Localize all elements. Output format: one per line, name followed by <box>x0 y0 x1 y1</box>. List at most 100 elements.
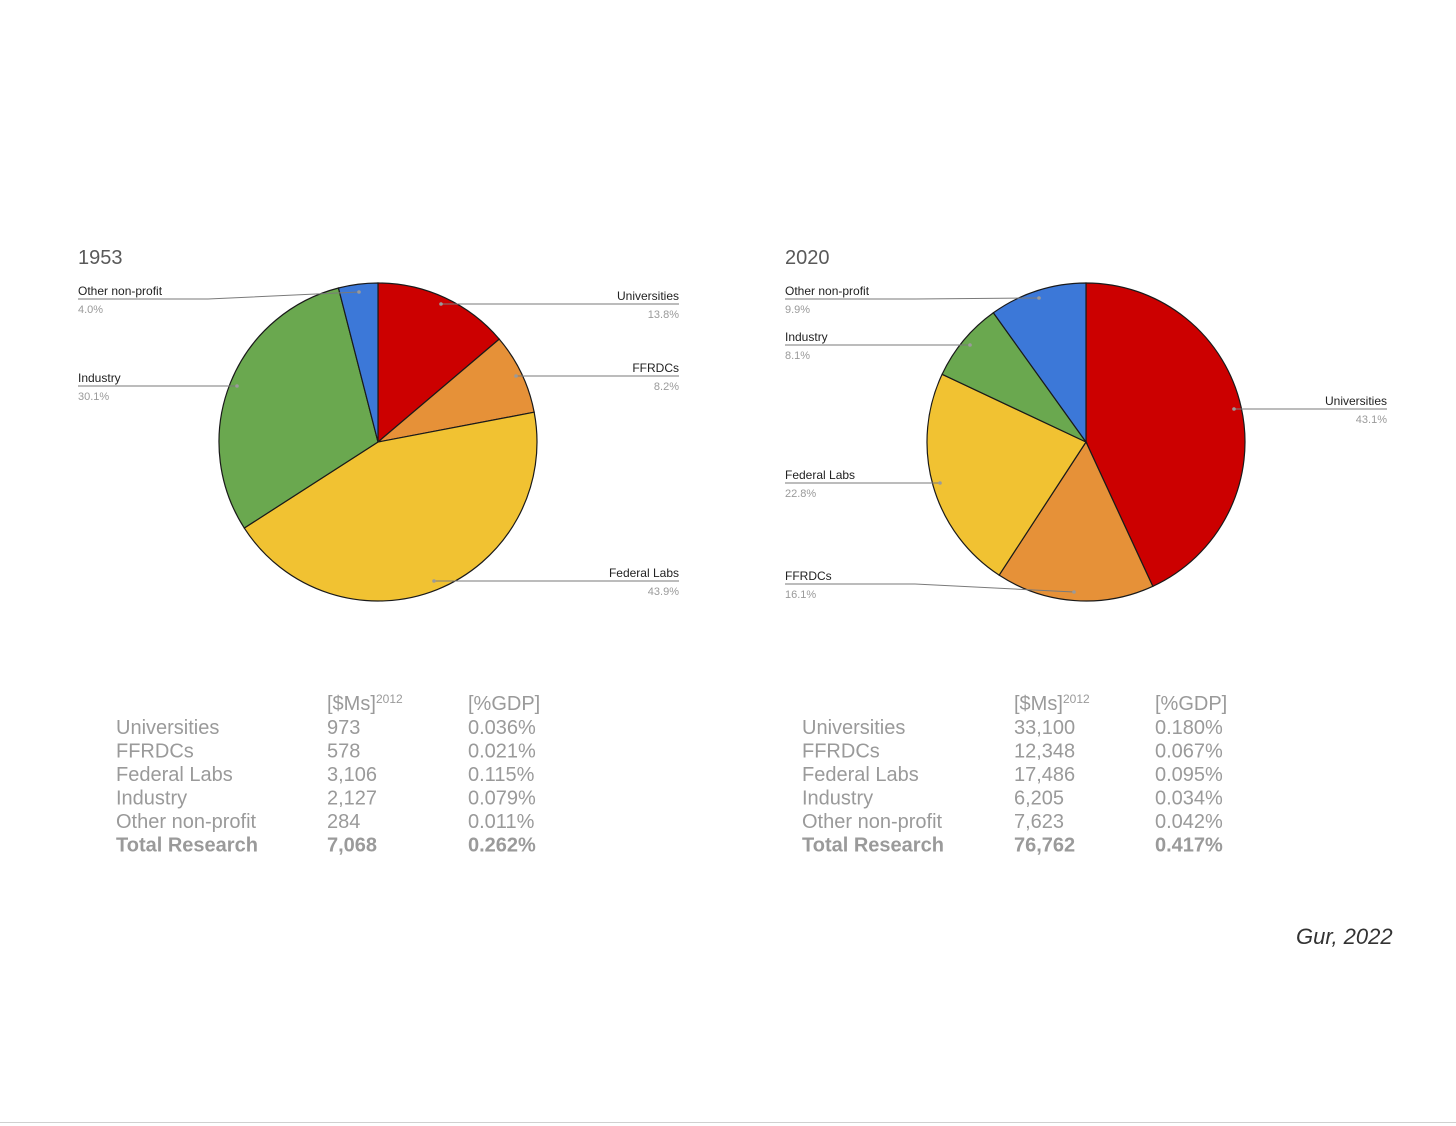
pie-slice-industry <box>218 287 379 529</box>
leader-dot-federal-labs <box>432 579 436 583</box>
row-usd: 3,106 <box>327 764 377 786</box>
row-gdp: 0.036% <box>468 717 536 739</box>
row-name: Other non-profit <box>802 811 943 833</box>
slice-percent-other-non-profit: 9.9% <box>785 304 810 316</box>
row-usd: 973 <box>327 717 360 739</box>
pie-slice-universities <box>377 282 501 444</box>
row-gdp: 0.042% <box>1155 811 1223 833</box>
leader-dot-ffrdcs <box>514 374 518 378</box>
table-row: Universities 33,100 0.180% <box>802 717 1223 739</box>
table-row: FFRDCs 12,348 0.067% <box>802 741 1223 763</box>
table-header-usd-sup: 2012 <box>1063 692 1090 706</box>
chart-title: 2020 <box>785 247 830 269</box>
slice-label-universities: Universities <box>617 289 679 303</box>
slice-label-other-non-profit: Other non-profit <box>785 284 870 298</box>
row-name: Total Research <box>116 835 258 857</box>
row-usd: 17,486 <box>1014 764 1075 786</box>
table-row: Universities 973 0.036% <box>116 717 536 739</box>
row-usd: 76,762 <box>1014 835 1075 857</box>
bottom-divider <box>0 1122 1456 1123</box>
leader-line-other-non-profit <box>78 291 360 300</box>
row-name: Other non-profit <box>116 811 257 833</box>
table-header-gdp: [%GDP] <box>1155 693 1227 715</box>
slice-label-ffrdcs: FFRDCs <box>632 361 679 375</box>
row-usd: 578 <box>327 741 360 763</box>
table-header-usd: [$Ms] <box>327 693 376 715</box>
row-usd: 284 <box>327 811 360 833</box>
row-gdp: 0.095% <box>1155 764 1223 786</box>
row-gdp: 0.011% <box>468 811 535 833</box>
table-header-usd: [$Ms] <box>1014 693 1063 715</box>
table-total-row: Total Research 7,068 0.262% <box>116 835 536 857</box>
row-gdp: 0.180% <box>1155 717 1223 739</box>
row-usd: 33,100 <box>1014 717 1075 739</box>
slice-label-other-non-profit: Other non-profit <box>78 284 163 298</box>
slice-percent-universities: 43.1% <box>1356 414 1387 426</box>
row-name: Federal Labs <box>802 764 919 786</box>
leader-dot-other-non-profit <box>357 290 361 294</box>
slice-percent-ffrdcs: 16.1% <box>785 589 816 601</box>
slice-label-industry: Industry <box>785 330 828 344</box>
row-name: Industry <box>116 788 187 810</box>
table-header-gdp: [%GDP] <box>468 693 540 715</box>
pie-chart-1953: 1953 Universities 13.8% FFRDCs 8.2% Federal L… <box>78 247 679 602</box>
row-usd: 7,623 <box>1014 811 1064 833</box>
row-gdp: 0.115% <box>468 764 535 786</box>
pie-slice-federal-labs <box>243 411 538 602</box>
slice-percent-universities: 13.8% <box>648 309 679 321</box>
pie-slice-ffrdcs <box>998 440 1154 602</box>
leader-line-ffrdcs <box>785 583 1075 593</box>
slice-percent-industry: 8.1% <box>785 350 810 362</box>
slice-label-federal-labs: Federal Labs <box>785 468 855 482</box>
data-table-1953: [$Ms] 2012 [%GDP]Universities 973 0.036%FFRD… <box>116 692 540 857</box>
slice-label-industry: Industry <box>78 371 121 385</box>
row-name: Federal Labs <box>116 764 233 786</box>
slice-percent-industry: 30.1% <box>78 391 109 403</box>
table-header-usd-sup: 2012 <box>376 692 403 706</box>
row-name: Universities <box>116 717 219 739</box>
data-table-2020: [$Ms] 2012 [%GDP]Universities 33,100 0.180%F… <box>802 692 1227 857</box>
row-usd: 6,205 <box>1014 788 1064 810</box>
row-name: FFRDCs <box>116 741 194 763</box>
row-name: Universities <box>802 717 905 739</box>
slice-percent-federal-labs: 22.8% <box>785 488 816 500</box>
table-total-row: Total Research 76,762 0.417% <box>802 835 1223 857</box>
row-gdp: 0.021% <box>468 741 536 763</box>
table-row: FFRDCs 578 0.021% <box>116 741 536 763</box>
slice-percent-other-non-profit: 4.0% <box>78 304 103 316</box>
slice-label-federal-labs: Federal Labs <box>609 566 679 580</box>
row-usd: 2,127 <box>327 788 377 810</box>
leader-dot-federal-labs <box>938 481 942 485</box>
slice-label-universities: Universities <box>1325 394 1387 408</box>
leader-dot-universities <box>439 302 443 306</box>
table-row: Industry 6,205 0.034% <box>802 788 1223 810</box>
row-name: Total Research <box>802 835 944 857</box>
table-row: Federal Labs 17,486 0.095% <box>802 764 1223 786</box>
leader-line-other-non-profit <box>785 297 1040 300</box>
leader-dot-other-non-profit <box>1037 296 1041 300</box>
row-gdp: 0.067% <box>1155 741 1223 763</box>
pie-slice-other-non-profit <box>992 282 1087 444</box>
row-gdp: 0.417% <box>1155 835 1223 857</box>
leader-dot-industry <box>968 343 972 347</box>
row-usd: 12,348 <box>1014 741 1075 763</box>
row-gdp: 0.079% <box>468 788 536 810</box>
pie-slice-other-non-profit <box>337 282 379 443</box>
row-usd: 7,068 <box>327 835 377 857</box>
slice-percent-federal-labs: 43.9% <box>648 586 679 598</box>
slice-label-ffrdcs: FFRDCs <box>785 569 832 583</box>
row-name: Industry <box>802 788 873 810</box>
pie-chart-2020: 2020 Universities 43.1% FFRDCs 16.1% Federal … <box>785 247 1387 602</box>
leader-dot-universities <box>1232 407 1236 411</box>
row-gdp: 0.262% <box>468 835 536 857</box>
pie-slice-universities <box>1085 282 1246 588</box>
pie-slice-federal-labs <box>926 373 1087 577</box>
leader-dot-industry <box>235 384 239 388</box>
row-name: FFRDCs <box>802 741 880 763</box>
table-row: Industry 2,127 0.079% <box>116 788 536 810</box>
table-row: Other non-profit 7,623 0.042% <box>802 811 1223 833</box>
table-row: Federal Labs 3,106 0.115% <box>116 764 535 786</box>
table-row: Other non-profit 284 0.011% <box>116 811 535 833</box>
slice-percent-ffrdcs: 8.2% <box>654 381 679 393</box>
